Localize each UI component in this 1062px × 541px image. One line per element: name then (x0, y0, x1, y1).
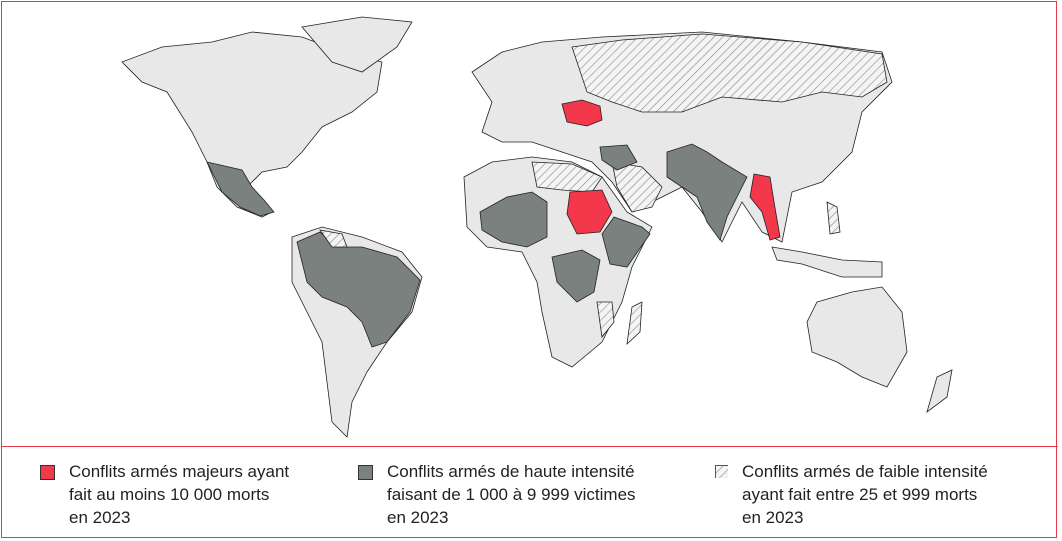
mozambique (596, 301, 615, 338)
indonesia (771, 246, 883, 278)
legend-label: Conflits armés majeurs ayant fait au moi… (69, 462, 290, 527)
north-america (121, 31, 383, 218)
legend-swatch-hatched (715, 465, 728, 478)
world-map (121, 16, 953, 438)
legend-item-high: Conflits armés de haute intensité faisan… (358, 460, 636, 529)
myanmar (749, 173, 781, 241)
venezuela (319, 229, 348, 248)
legend-item-low: Conflits armés de faible intensité ayant… (715, 460, 988, 529)
legend: Conflits armés majeurs ayant fait au moi… (2, 460, 1058, 535)
middle-east-hatch (611, 161, 663, 213)
libya-egypt (531, 161, 603, 193)
legend-label: Conflits armés de haute intensité faisan… (387, 462, 636, 527)
sahel (479, 191, 548, 248)
new-zealand (926, 369, 953, 414)
legend-item-major: Conflits armés majeurs ayant fait au moi… (40, 460, 289, 529)
syria-iraq (599, 144, 638, 171)
australia (806, 286, 908, 388)
greenland (301, 16, 413, 73)
philippines (826, 201, 841, 235)
legend-swatch-red (40, 465, 55, 480)
sudan (566, 189, 613, 235)
ukraine (561, 99, 603, 127)
mexico (206, 161, 275, 217)
drc (551, 249, 601, 303)
legend-label: Conflits armés de faible intensité ayant… (742, 462, 988, 527)
afghanistan-pakistan-india (666, 143, 748, 241)
legend-swatch-gray (358, 465, 373, 480)
east-africa (601, 216, 651, 268)
russia (571, 33, 888, 113)
legend-divider (2, 446, 1058, 447)
madagascar (626, 301, 643, 346)
